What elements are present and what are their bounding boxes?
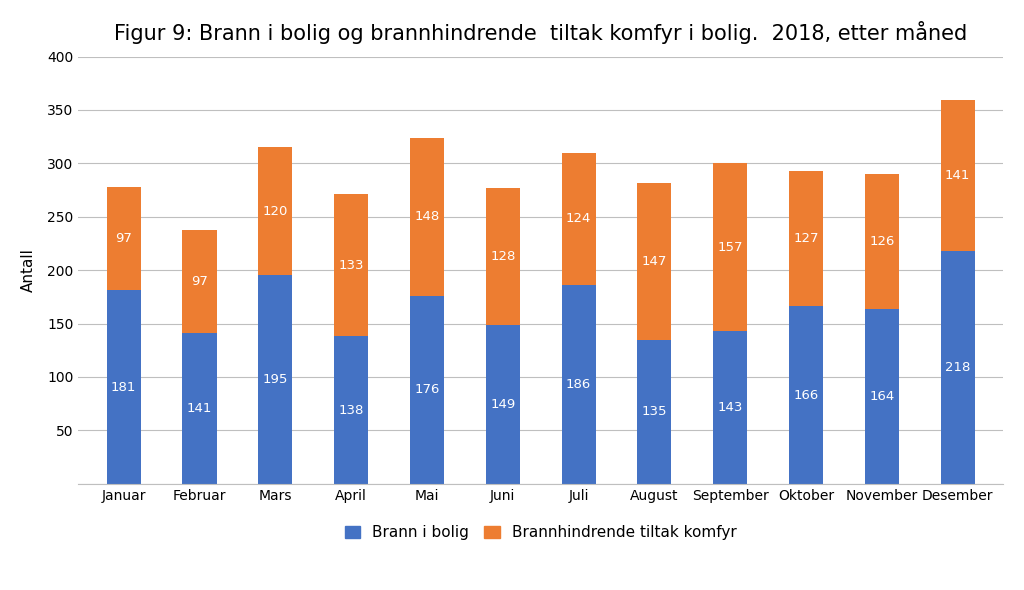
Bar (410, 137, 444, 296)
Bar (637, 182, 672, 340)
Text: 164: 164 (869, 390, 895, 403)
Bar (865, 174, 899, 309)
Bar (561, 153, 596, 285)
Text: 124: 124 (566, 212, 591, 225)
Text: 135: 135 (642, 405, 668, 418)
Bar (182, 333, 216, 484)
Bar (941, 251, 975, 484)
Bar (258, 276, 293, 484)
Text: 218: 218 (945, 361, 971, 374)
Bar (561, 285, 596, 484)
Text: 143: 143 (718, 401, 742, 414)
Bar (334, 336, 369, 484)
Bar (941, 100, 975, 251)
Bar (334, 194, 369, 336)
Bar (485, 188, 520, 324)
Bar (788, 306, 823, 484)
Bar (410, 296, 444, 484)
Text: 97: 97 (191, 275, 208, 288)
Y-axis label: Antall: Antall (20, 248, 36, 292)
Bar (106, 290, 140, 484)
Bar (637, 340, 672, 484)
Text: 181: 181 (111, 381, 136, 394)
Text: 120: 120 (262, 205, 288, 218)
Text: 141: 141 (186, 402, 212, 415)
Text: 148: 148 (415, 210, 439, 223)
Text: 195: 195 (262, 373, 288, 386)
Text: 128: 128 (490, 250, 515, 263)
Title: Figur 9: Brann i bolig og brannhindrende  tiltak komfyr i bolig.  2018, etter må: Figur 9: Brann i bolig og brannhindrende… (114, 21, 968, 44)
Bar (788, 171, 823, 306)
Bar (713, 331, 748, 484)
Legend: Brann i bolig, Brannhindrende tiltak komfyr: Brann i bolig, Brannhindrende tiltak kom… (345, 525, 736, 540)
Bar (182, 230, 216, 333)
Text: 166: 166 (794, 389, 818, 402)
Text: 138: 138 (339, 404, 364, 417)
Bar (713, 163, 748, 331)
Text: 186: 186 (566, 378, 591, 391)
Text: 141: 141 (945, 169, 971, 182)
Bar (106, 187, 140, 290)
Text: 157: 157 (718, 241, 743, 254)
Text: 176: 176 (415, 384, 439, 396)
Text: 126: 126 (869, 235, 895, 248)
Bar (258, 148, 293, 276)
Text: 133: 133 (338, 259, 364, 272)
Text: 97: 97 (116, 232, 132, 245)
Text: 147: 147 (642, 254, 667, 268)
Text: 127: 127 (794, 232, 819, 245)
Bar (485, 324, 520, 484)
Text: 149: 149 (490, 398, 515, 411)
Bar (865, 309, 899, 484)
